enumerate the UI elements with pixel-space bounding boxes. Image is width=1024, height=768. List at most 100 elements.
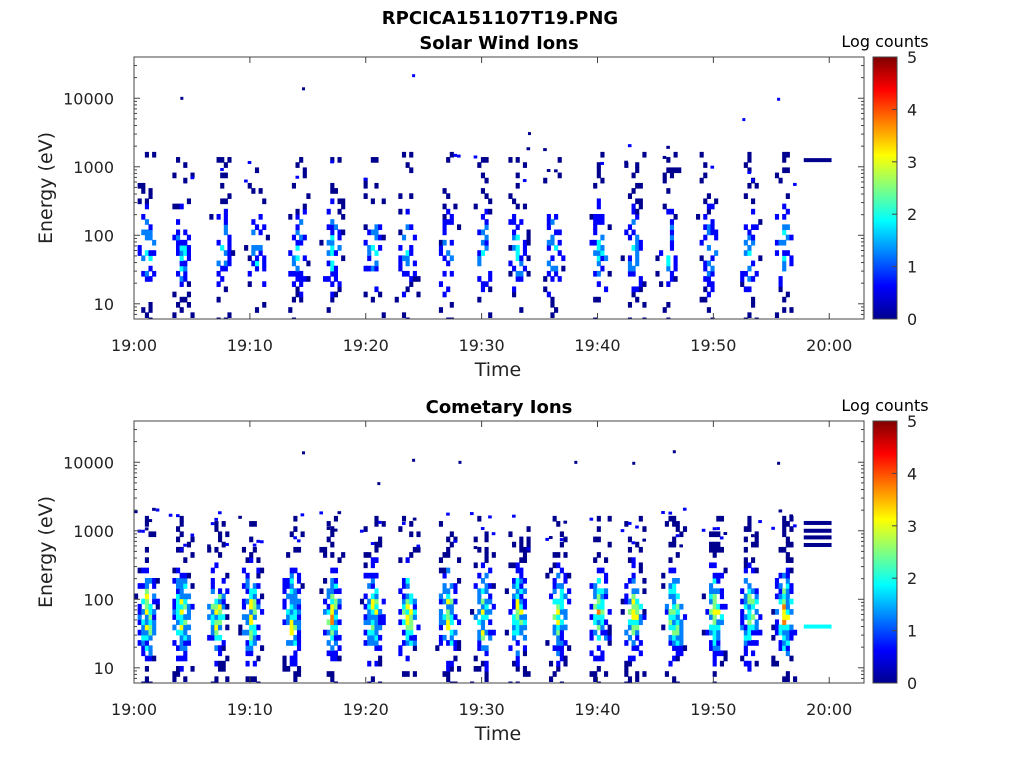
data-cell xyxy=(754,619,759,626)
data-cell xyxy=(330,676,335,683)
data-cell xyxy=(716,624,721,631)
data-cell xyxy=(326,276,331,282)
data-cell xyxy=(214,546,219,553)
data-cell xyxy=(596,609,601,615)
data-cell xyxy=(710,265,715,272)
data-cell xyxy=(289,583,294,589)
data-cell xyxy=(299,219,304,225)
data-cell xyxy=(778,624,783,631)
data-cell xyxy=(754,624,759,631)
data-cell xyxy=(442,598,447,605)
data-cell xyxy=(793,629,798,636)
data-cell xyxy=(668,515,673,522)
data-cell xyxy=(293,536,297,540)
data-cell xyxy=(747,245,752,251)
data-cell xyxy=(223,219,228,225)
data-cell xyxy=(709,640,714,646)
data-cell xyxy=(519,603,524,610)
data-cell xyxy=(515,598,520,605)
data-cell xyxy=(470,609,475,615)
data-cell xyxy=(330,645,335,651)
data-cell xyxy=(593,588,598,595)
data-cell xyxy=(631,640,636,646)
data-cell xyxy=(221,603,226,610)
data-cell xyxy=(378,291,383,298)
data-cell xyxy=(789,557,794,563)
data-cell xyxy=(593,270,598,277)
data-cell xyxy=(567,572,572,579)
data-cell xyxy=(638,245,643,251)
data-cell xyxy=(743,624,748,631)
data-cell xyxy=(337,286,342,293)
data-cell xyxy=(137,198,142,205)
data-cell xyxy=(751,614,756,620)
data-cell xyxy=(508,609,513,615)
data-cell xyxy=(210,629,215,636)
data-cell xyxy=(635,676,640,683)
data-cell xyxy=(302,167,307,174)
data-cell xyxy=(604,593,609,600)
data-cell xyxy=(137,614,142,620)
data-cell xyxy=(519,536,524,543)
data-cell xyxy=(412,260,417,267)
data-cell xyxy=(144,312,149,319)
data-cell xyxy=(282,583,287,589)
data-cell xyxy=(152,507,156,511)
data-cell xyxy=(220,157,225,163)
data-cell xyxy=(363,526,368,532)
colorbar xyxy=(872,56,898,320)
data-cell xyxy=(515,619,520,626)
data-cell xyxy=(341,255,346,262)
data-cell xyxy=(442,239,447,246)
data-cell xyxy=(148,224,153,231)
data-cell xyxy=(442,588,447,595)
data-cell xyxy=(370,562,375,569)
data-cell xyxy=(370,603,375,610)
data-cell xyxy=(559,593,564,600)
data-cell xyxy=(709,583,714,589)
data-cell xyxy=(754,588,759,595)
colorbar-label: Log counts xyxy=(841,396,928,415)
data-cell xyxy=(438,245,444,251)
data-cell xyxy=(638,276,643,282)
data-cell xyxy=(405,270,410,277)
data-cell xyxy=(330,260,335,267)
data-cell xyxy=(172,172,177,179)
data-cell xyxy=(291,296,296,303)
data-cell xyxy=(716,619,721,626)
data-cell xyxy=(624,521,629,527)
data-cell xyxy=(631,245,636,251)
data-cell xyxy=(642,588,647,595)
data-cell xyxy=(363,239,368,246)
data-cell xyxy=(554,229,559,236)
data-cell xyxy=(289,614,294,620)
data-cell xyxy=(604,572,609,579)
data-cell xyxy=(183,250,188,256)
data-cell xyxy=(306,193,311,199)
data-cell xyxy=(216,213,221,220)
data-cell xyxy=(679,645,684,651)
data-cell xyxy=(589,671,594,677)
data-cell xyxy=(245,629,250,636)
data-cell xyxy=(401,291,407,298)
data-cell xyxy=(144,229,149,236)
data-cell xyxy=(442,583,447,589)
data-cell xyxy=(747,171,752,175)
data-cell xyxy=(543,177,548,184)
data-cell xyxy=(512,624,517,631)
data-cell xyxy=(473,203,478,210)
data-cell xyxy=(179,531,184,538)
panel-title: Solar Wind Ions xyxy=(419,33,578,54)
data-cell xyxy=(134,593,139,600)
data-cell xyxy=(512,245,517,251)
data-cell xyxy=(701,593,706,600)
data-cell xyxy=(251,188,256,194)
data-cell xyxy=(370,542,375,546)
data-cell xyxy=(480,645,486,651)
data-cell xyxy=(449,640,454,646)
data-cell xyxy=(600,593,605,600)
y-axis-label: Energy (eV) xyxy=(35,132,57,244)
data-cell xyxy=(190,176,195,180)
data-cell xyxy=(679,640,684,646)
data-cell xyxy=(596,526,601,532)
